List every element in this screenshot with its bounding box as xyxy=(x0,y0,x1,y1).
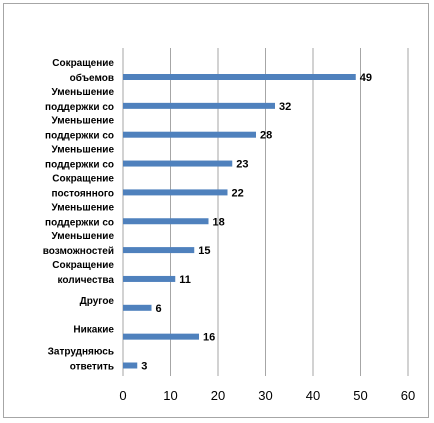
category-label: поддержки со xyxy=(45,102,114,113)
bar xyxy=(123,74,356,80)
bar xyxy=(123,304,152,311)
x-tick-label: 0 xyxy=(119,388,126,403)
data-label: 6 xyxy=(156,303,162,315)
bar-chart: 0 10 20 30 40 50 60 49 Сокращение объемов 32 Уменьш… xyxy=(43,48,415,403)
bar xyxy=(123,275,176,282)
category-label: поддержки со xyxy=(45,217,114,228)
category-label: объемов xyxy=(70,72,114,84)
data-label: 28 xyxy=(260,130,272,142)
bar xyxy=(123,102,275,109)
category-label: Уменьшение xyxy=(51,231,114,242)
category-label: поддержки со xyxy=(45,131,114,142)
data-label: 3 xyxy=(141,361,147,373)
category-label: количества xyxy=(57,275,114,286)
category-label: постоянного xyxy=(52,188,115,199)
bar xyxy=(123,247,195,254)
data-label: 15 xyxy=(198,245,210,257)
data-label: 32 xyxy=(279,101,291,113)
bar xyxy=(123,160,233,167)
category-label: Сокращение xyxy=(52,173,114,184)
category-label: Затрудняюсь xyxy=(48,347,114,358)
category-label: Уменьшение xyxy=(51,145,114,156)
category-label: Уменьшение xyxy=(51,202,114,213)
x-tick-label: 30 xyxy=(258,388,272,403)
x-tick-label: 40 xyxy=(306,388,320,403)
bar xyxy=(123,189,228,196)
category-label: ответить xyxy=(70,362,114,373)
data-label: 49 xyxy=(360,72,372,84)
category-label: поддержки со xyxy=(45,160,114,171)
bar xyxy=(123,218,209,225)
bar xyxy=(123,333,199,340)
x-tick-label: 10 xyxy=(163,388,177,403)
category-label: Сокращение xyxy=(52,58,114,69)
bar xyxy=(123,131,256,138)
category-label: Уменьшение xyxy=(51,116,114,127)
data-label: 11 xyxy=(179,274,191,286)
data-label: 23 xyxy=(236,159,248,171)
category-label: Другое xyxy=(80,296,115,307)
category-label: возможностей xyxy=(43,246,114,257)
bar xyxy=(123,362,138,369)
x-tick-label: 50 xyxy=(353,388,367,403)
x-tick-label: 20 xyxy=(211,388,225,403)
data-label: 22 xyxy=(232,187,244,199)
data-label: 16 xyxy=(203,332,215,344)
data-label: 18 xyxy=(213,216,225,228)
category-label: Уменьшение xyxy=(51,87,114,98)
category-label: Сокращение xyxy=(52,260,114,271)
category-label: Никакие xyxy=(73,325,114,336)
chart-frame: 0 10 20 30 40 50 60 49 Сокращение объемов 32 Уменьш… xyxy=(3,3,429,418)
x-tick-label: 60 xyxy=(401,388,415,403)
